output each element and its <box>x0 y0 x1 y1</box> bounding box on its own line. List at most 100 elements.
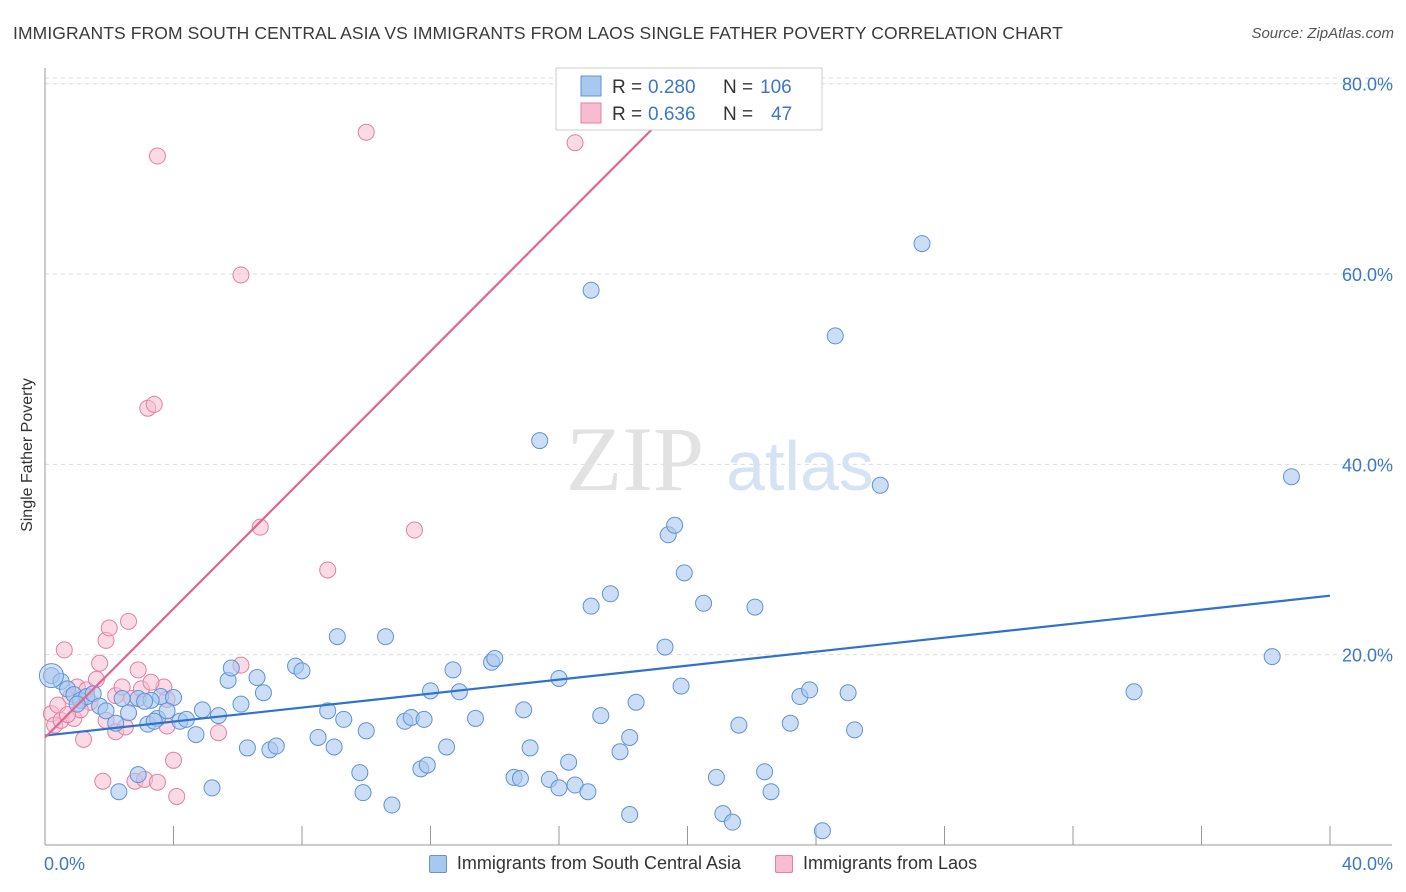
laos-point <box>209 724 227 742</box>
south-central-asia-point <box>328 628 346 646</box>
south-central-asia-point <box>1125 683 1143 701</box>
south-central-asia-point <box>621 728 639 746</box>
south-central-asia-point <box>129 766 147 784</box>
laos-point <box>357 123 375 141</box>
y-tick-label: 80.0% <box>1342 75 1393 95</box>
bottom-legend-label-laos: Immigrants from Laos <box>803 853 978 873</box>
laos-point <box>94 772 112 790</box>
south-central-asia-point <box>113 689 131 707</box>
south-central-asia-point <box>158 702 176 720</box>
laos-point <box>168 787 186 805</box>
trend-lines <box>44 105 1331 739</box>
south-central-asia-point <box>592 707 610 725</box>
south-central-asia-point <box>813 822 831 840</box>
south-central-asia-point <box>730 716 748 734</box>
laos-point <box>55 641 73 659</box>
south-central-asia-point <box>466 709 484 727</box>
south-central-asia-point <box>357 722 375 740</box>
south-central-asia-point <box>444 661 462 679</box>
laos-point <box>100 619 118 637</box>
south-central-asia-point <box>187 726 205 744</box>
bottom-legend-swatch-pink <box>775 854 794 873</box>
axes <box>44 68 1392 846</box>
south-central-asia-point <box>756 763 774 781</box>
south-central-asia-point <box>723 813 741 831</box>
south-central-asia-point <box>695 594 713 612</box>
south-central-asia-point <box>746 598 764 616</box>
bottom-legend: Immigrants from South Central Asia Immig… <box>0 853 1406 874</box>
south-central-asia-point <box>707 768 725 786</box>
south-central-asia-point <box>293 662 311 680</box>
laos-point <box>145 395 163 413</box>
south-central-asia-point <box>656 638 674 656</box>
south-central-asia-point <box>913 235 931 253</box>
chart-title: IMMIGRANTS FROM SOUTH CENTRAL ASIA VS IM… <box>13 23 1063 43</box>
south-central-asia-points <box>38 235 1300 840</box>
legend: R = 0.280 N = 106 R = 0.636 N = 47 <box>555 67 823 131</box>
bottom-legend-item-south-central-asia: Immigrants from South Central Asia <box>428 853 741 874</box>
legend-r-label-1: R = <box>612 77 642 98</box>
tick-labels: 20.0% 40.0% 60.0% 80.0% 0.0% 40.0% <box>44 75 1393 874</box>
legend-r-value-1: 0.280 <box>648 77 696 98</box>
trend-line-laos <box>44 105 676 739</box>
south-central-asia-point <box>222 659 240 677</box>
south-central-asia-point <box>611 743 629 761</box>
south-central-asia-point <box>267 737 285 755</box>
south-central-asia-point <box>666 516 684 534</box>
source-credit: Source: ZipAtlas.com <box>1251 25 1394 42</box>
south-central-asia-point <box>560 753 578 771</box>
legend-n-value-1: 106 <box>760 77 792 98</box>
legend-r-value-2: 0.636 <box>648 104 696 125</box>
south-central-asia-point <box>309 728 327 746</box>
south-central-asia-point <box>97 702 115 720</box>
south-central-asia-point <box>145 712 163 730</box>
south-central-asia-point <box>203 779 221 797</box>
laos-point <box>129 661 147 679</box>
laos-point <box>319 561 337 579</box>
south-central-asia-point <box>415 710 433 728</box>
laos-point <box>232 266 250 284</box>
south-central-asia-point <box>1282 468 1300 486</box>
south-central-asia-point <box>826 327 844 345</box>
south-central-asia-point <box>351 764 369 782</box>
south-central-asia-point <box>325 738 343 756</box>
south-central-asia-point <box>438 738 456 756</box>
x-tick-label-max: 40.0% <box>1342 854 1393 874</box>
trend-line-south-central-asia <box>44 594 1331 737</box>
south-central-asia-point <box>238 739 256 757</box>
south-central-asia-point <box>38 663 64 689</box>
y-tick-label: 20.0% <box>1342 646 1393 666</box>
south-central-asia-point <box>762 783 780 801</box>
legend-n-label-1: N = <box>723 77 753 98</box>
laos-point <box>120 612 138 630</box>
laos-point <box>251 518 269 536</box>
watermark: ZIP atlas <box>566 408 874 510</box>
south-central-asia-point <box>193 701 211 719</box>
south-central-asia-point <box>582 597 600 615</box>
south-central-asia-point <box>531 432 549 450</box>
laos-point <box>566 134 584 152</box>
y-tick-label: 40.0% <box>1342 455 1393 475</box>
laos-point <box>405 521 423 539</box>
south-central-asia-point <box>254 684 272 702</box>
bottom-legend-item-laos: Immigrants from Laos <box>775 853 977 874</box>
south-central-asia-point <box>422 682 439 700</box>
south-central-asia-point <box>335 710 353 728</box>
legend-swatch-blue <box>580 75 602 97</box>
south-central-asia-point <box>846 721 864 739</box>
south-central-asia-point <box>232 695 250 713</box>
south-central-asia-point <box>781 714 799 732</box>
legend-swatch-pink <box>580 102 602 124</box>
laos-point <box>148 147 166 165</box>
south-central-asia-point <box>418 756 436 774</box>
bottom-legend-swatch-blue <box>428 854 447 873</box>
south-central-asia-point <box>120 704 138 722</box>
laos-point <box>75 730 93 748</box>
south-central-asia-point <box>354 784 372 802</box>
legend-r-label-2: R = <box>612 104 642 125</box>
laos-point <box>165 751 182 769</box>
south-central-asia-point <box>515 701 533 719</box>
south-central-asia-point <box>550 779 568 797</box>
legend-n-value-2: 47 <box>771 104 792 125</box>
south-central-asia-point <box>136 692 154 710</box>
